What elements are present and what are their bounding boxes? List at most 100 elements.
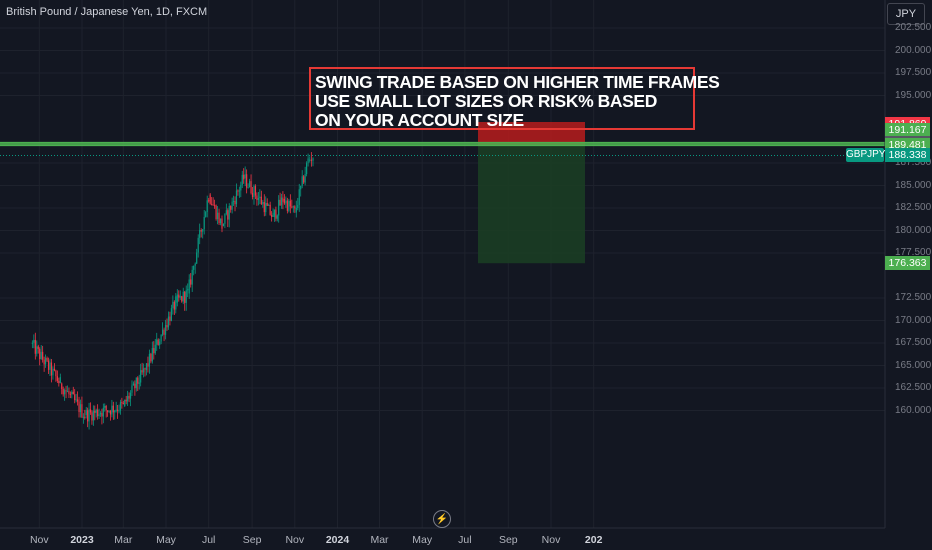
candle-body <box>144 368 146 370</box>
time-axis-label: 2024 <box>325 534 350 546</box>
candle-body <box>58 380 60 384</box>
candle-body <box>298 189 300 205</box>
price-axis-label: 187.500 <box>895 157 932 168</box>
symbol-tag: GBPJPY <box>846 148 886 163</box>
time-axis-label: Jul <box>201 534 216 546</box>
candle-body <box>247 187 249 189</box>
candle-body <box>225 210 227 214</box>
price-axis-label: 182.500 <box>895 202 932 213</box>
candle-body <box>256 195 258 200</box>
price-axis-label: 172.500 <box>895 292 932 303</box>
candle-body <box>253 186 255 198</box>
candle-body <box>59 377 61 384</box>
candle-body <box>129 392 132 399</box>
candle-body <box>159 341 161 346</box>
candle-body <box>268 204 270 206</box>
candle-body <box>125 399 127 402</box>
horizontal-levels <box>0 141 885 147</box>
note-line-1: SWING TRADE BASED ON HIGHER TIME FRAMES <box>315 72 720 92</box>
price-axis-label: 162.500 <box>895 382 932 393</box>
candle-body <box>40 351 42 359</box>
candle-body <box>118 410 120 412</box>
candle-body <box>45 357 47 365</box>
candle-body <box>222 223 225 226</box>
candle-body <box>283 199 285 204</box>
candle-body <box>102 407 104 417</box>
time-axis-label: Jul <box>458 534 472 546</box>
currency-button[interactable]: JPY <box>887 3 925 25</box>
time-axis-label: Mar <box>114 534 133 546</box>
candle-body <box>66 391 69 393</box>
candle-body <box>235 190 238 205</box>
candle-body <box>227 210 229 220</box>
trade-note-box[interactable]: SWING TRADE BASED ON HIGHER TIME FRAMES … <box>309 67 720 130</box>
candle-body <box>49 362 51 370</box>
target-zone <box>478 145 585 264</box>
candle-body <box>301 176 303 186</box>
time-axis-label: May <box>156 534 176 546</box>
candle-body <box>309 159 311 161</box>
candle-body <box>37 346 39 349</box>
candle-body <box>279 199 281 206</box>
candle-body <box>46 357 48 361</box>
price-axis-label: 200.000 <box>895 44 932 56</box>
candle-body <box>115 409 117 411</box>
candle-body <box>173 301 175 310</box>
candle-body <box>154 344 156 354</box>
candle-body <box>142 368 145 373</box>
candle-body <box>254 186 257 196</box>
candle-body <box>289 200 291 207</box>
candle-body <box>240 184 242 191</box>
candle-body <box>202 229 204 232</box>
candle-body <box>31 342 33 344</box>
candle-body <box>257 197 259 200</box>
candle-body <box>178 294 180 298</box>
time-axis-label: Nov <box>29 534 49 546</box>
candle-body <box>42 351 44 360</box>
candle-body <box>206 200 208 213</box>
candle-body <box>307 158 309 164</box>
candle-body <box>218 212 220 224</box>
candle-body <box>310 159 312 161</box>
candle-body <box>184 291 186 303</box>
candle-body <box>216 212 219 220</box>
candle-body <box>187 289 189 291</box>
candle-body <box>304 174 306 183</box>
candle-body <box>185 290 187 303</box>
candle-body <box>98 414 100 417</box>
candle-body <box>260 196 262 205</box>
candle-body <box>170 308 172 321</box>
candle-body <box>221 218 223 229</box>
candle-body <box>131 385 133 393</box>
candle-body <box>137 377 139 384</box>
candle-body <box>208 200 210 202</box>
candle-body <box>238 190 240 192</box>
price-axis-label: 185.000 <box>895 179 932 191</box>
candle-body <box>112 405 114 413</box>
candle-body <box>194 263 196 266</box>
candle-body <box>269 204 271 215</box>
candle-body <box>176 294 178 303</box>
candle-body <box>119 402 122 411</box>
candle-body <box>250 181 252 194</box>
candle-body <box>36 346 38 354</box>
candle-body <box>140 370 142 383</box>
candle-body <box>214 205 216 207</box>
lightning-icon[interactable]: ⚡ <box>433 510 451 528</box>
candle-body <box>88 409 90 422</box>
price-axis-label: 167.500 <box>895 337 932 348</box>
candle-body <box>263 202 265 213</box>
candle-body <box>145 363 148 370</box>
grid <box>0 0 885 528</box>
candle-body <box>157 339 159 346</box>
price-tag: 176.363 <box>885 256 930 271</box>
time-axis-label: Mar <box>370 534 389 546</box>
candle-body <box>251 193 254 198</box>
candle-body <box>275 209 277 219</box>
time-axis-label: May <box>412 534 433 546</box>
candle-body <box>69 393 71 395</box>
price-axis-label: 177.500 <box>895 247 932 258</box>
candle-body <box>127 395 129 402</box>
